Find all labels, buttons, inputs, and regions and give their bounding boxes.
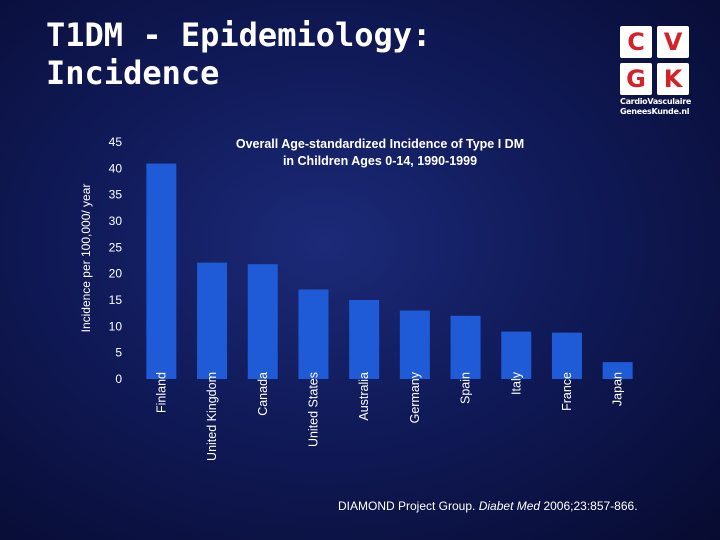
bar-finland <box>146 163 177 379</box>
logo-caption: CardioVasculaire GeneesKunde.nl <box>620 97 692 117</box>
citation: DIAMOND Project Group. Diabet Med 2006;2… <box>338 499 638 513</box>
y-tick-label: 15 <box>109 293 123 307</box>
citation-authors: DIAMOND Project Group. <box>338 499 476 513</box>
x-tick-label: United Kingdom <box>205 372 219 461</box>
logo-letter-k: K <box>657 63 689 95</box>
y-tick-label: 25 <box>109 240 123 254</box>
y-tick-label: 35 <box>109 188 123 202</box>
logo-caption-line1: CardioVasculaire <box>620 97 691 106</box>
x-tick-label: Australia <box>357 372 371 421</box>
citation-details: 2006;23:857-866. <box>543 499 638 513</box>
x-tick-label: France <box>560 372 574 411</box>
y-tick-label: 5 <box>115 346 122 360</box>
y-tick-label: 40 <box>109 161 123 175</box>
slide-title-line1: T1DM - Epidemiology: <box>46 16 432 54</box>
x-tick-label: Canada <box>256 372 270 416</box>
y-axis-label: Incidence per 100,000/ year <box>79 184 93 333</box>
x-tick-label: United States <box>306 372 320 447</box>
bar-united-states <box>298 289 329 379</box>
cvgk-logo: C V G K CardioVasculaire GeneesKunde.nl <box>620 26 692 117</box>
bar-italy <box>501 331 532 379</box>
y-tick-label: 20 <box>109 267 123 281</box>
logo-letter-g: G <box>620 63 652 95</box>
y-tick-label: 0 <box>115 372 122 386</box>
y-tick-label: 30 <box>109 214 123 228</box>
y-tick-label: 10 <box>109 319 123 333</box>
bar-united-kingdom <box>197 262 228 379</box>
chart-title-line1: Overall Age-standardized Incidence of Ty… <box>236 137 524 151</box>
x-tick-label: Spain <box>459 372 473 404</box>
logo-letter-grid: C V G K <box>620 26 689 95</box>
bar-canada <box>247 264 278 379</box>
slide-title: T1DM - Epidemiology: Incidence <box>46 16 566 92</box>
citation-journal: Diabet Med <box>478 499 541 513</box>
y-tick-label: 45 <box>109 135 123 149</box>
chart-title-line2: in Children Ages 0-14, 1990-1999 <box>283 154 477 168</box>
x-tick-label: Finland <box>154 372 168 413</box>
slide-title-line2: Incidence <box>46 54 220 92</box>
x-tick-label: Italy <box>509 371 523 395</box>
bar-germany <box>399 310 430 379</box>
logo-letter-c: C <box>620 26 652 58</box>
bar-france <box>551 332 582 379</box>
bar-spain <box>450 315 481 379</box>
bar-japan <box>602 362 633 379</box>
x-tick-label: Japan <box>611 372 625 406</box>
logo-caption-line2: GeneesKunde.nl <box>620 107 690 116</box>
x-tick-label: Germany <box>408 371 422 423</box>
logo-letter-v: V <box>657 26 689 58</box>
bar-australia <box>349 300 380 379</box>
